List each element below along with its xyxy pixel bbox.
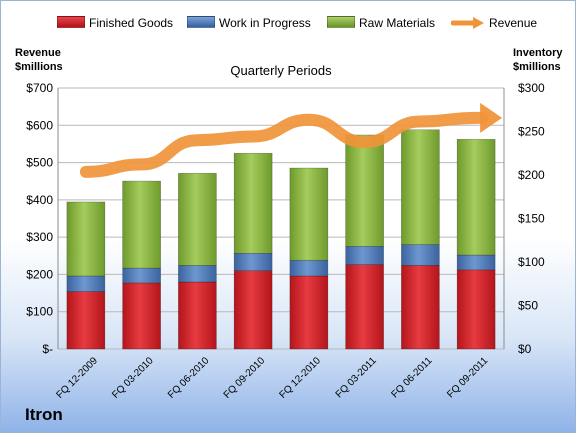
bar-finished-goods	[289, 275, 329, 350]
x-tick-label: FQ 03-2011	[334, 355, 379, 400]
bar-finished-goods	[233, 270, 273, 350]
left-tick-label: $600	[26, 118, 53, 132]
bar-raw-materials	[122, 180, 161, 269]
right-tick-label: $0	[518, 342, 532, 356]
left-axis-title: Revenue $millions	[15, 46, 63, 74]
right-axis-title-line2: $millions	[513, 61, 561, 73]
bar-work-in-progress	[66, 275, 106, 292]
x-tick-label: FQ 03-2010	[110, 355, 156, 401]
legend-swatch	[327, 16, 355, 28]
chart-title: Quarterly Periods	[230, 63, 332, 78]
bar-finished-goods	[178, 281, 217, 350]
right-axis-title: Inventory $millions	[513, 46, 563, 74]
left-tick-label: $500	[26, 156, 53, 170]
bar-work-in-progress	[122, 267, 161, 284]
revenue-line	[79, 102, 503, 178]
bar-raw-materials	[178, 172, 217, 266]
bar-raw-materials	[289, 167, 329, 261]
revenue-arrow-icon	[450, 17, 484, 29]
x-tick-label: FQ 12-2009	[54, 355, 100, 401]
bar-raw-materials	[66, 201, 106, 277]
bar-work-in-progress	[401, 244, 440, 266]
left-tick-label: $400	[26, 193, 53, 207]
legend-swatch	[187, 16, 215, 28]
x-tick-label: FQ 06-2011	[390, 355, 435, 400]
x-tick-label: FQ 09-2011	[445, 355, 490, 400]
bar-work-in-progress	[233, 253, 273, 272]
x-tick-label: FQ 09-2010	[222, 355, 268, 401]
legend-label: Work in Progress	[219, 16, 311, 30]
legend: Finished Goods Work in Progress Raw Mate…	[1, 11, 575, 35]
legend-item-work-in-progress: Work in Progress	[187, 16, 311, 30]
bar-finished-goods	[401, 265, 440, 350]
revenue-arrowhead	[480, 102, 503, 133]
legend-label: Finished Goods	[89, 16, 174, 30]
bar-finished-goods	[66, 291, 106, 350]
right-tick-label: $100	[518, 255, 545, 269]
left-axis-title-line1: Revenue	[15, 47, 61, 59]
legend-item-revenue: Revenue	[450, 16, 538, 30]
left-tick-label: $700	[26, 81, 53, 95]
bar-raw-materials	[456, 139, 496, 256]
x-tick-label: FQ 12-2010	[277, 355, 323, 401]
legend-item-raw-materials: Raw Materials	[327, 16, 435, 30]
right-tick-label: $200	[518, 168, 545, 182]
bar-finished-goods	[345, 264, 384, 350]
right-tick-label: $300	[518, 81, 545, 95]
left-tick-label: $200	[26, 267, 53, 281]
bar-work-in-progress	[456, 254, 496, 271]
left-tick-label: $300	[26, 230, 53, 244]
company-name: Itron	[25, 405, 63, 424]
bar-finished-goods	[122, 282, 161, 350]
bars	[66, 129, 496, 350]
bar-raw-materials	[401, 129, 440, 245]
bar-work-in-progress	[289, 259, 329, 277]
right-tick-label: $150	[518, 212, 545, 226]
legend-label: Raw Materials	[359, 16, 436, 30]
bar-raw-materials	[345, 134, 384, 247]
bar-finished-goods	[456, 269, 496, 350]
bar-raw-materials	[233, 152, 273, 254]
right-axis-title-line1: Inventory	[513, 47, 563, 59]
revenue-line-path	[79, 111, 489, 178]
right-tick-label: $250	[518, 125, 545, 139]
legend-swatch	[57, 16, 85, 28]
x-tick-label: FQ 06-2010	[166, 355, 212, 401]
bar-work-in-progress	[178, 265, 217, 283]
legend-label: Revenue	[489, 16, 538, 30]
left-tick-label: $100	[26, 305, 53, 319]
left-tick-label: $-	[42, 342, 53, 356]
legend-item-finished-goods: Finished Goods	[57, 16, 173, 30]
left-axis-title-line2: $millions	[15, 61, 63, 73]
right-tick-label: $50	[518, 299, 538, 313]
bar-work-in-progress	[345, 246, 384, 265]
